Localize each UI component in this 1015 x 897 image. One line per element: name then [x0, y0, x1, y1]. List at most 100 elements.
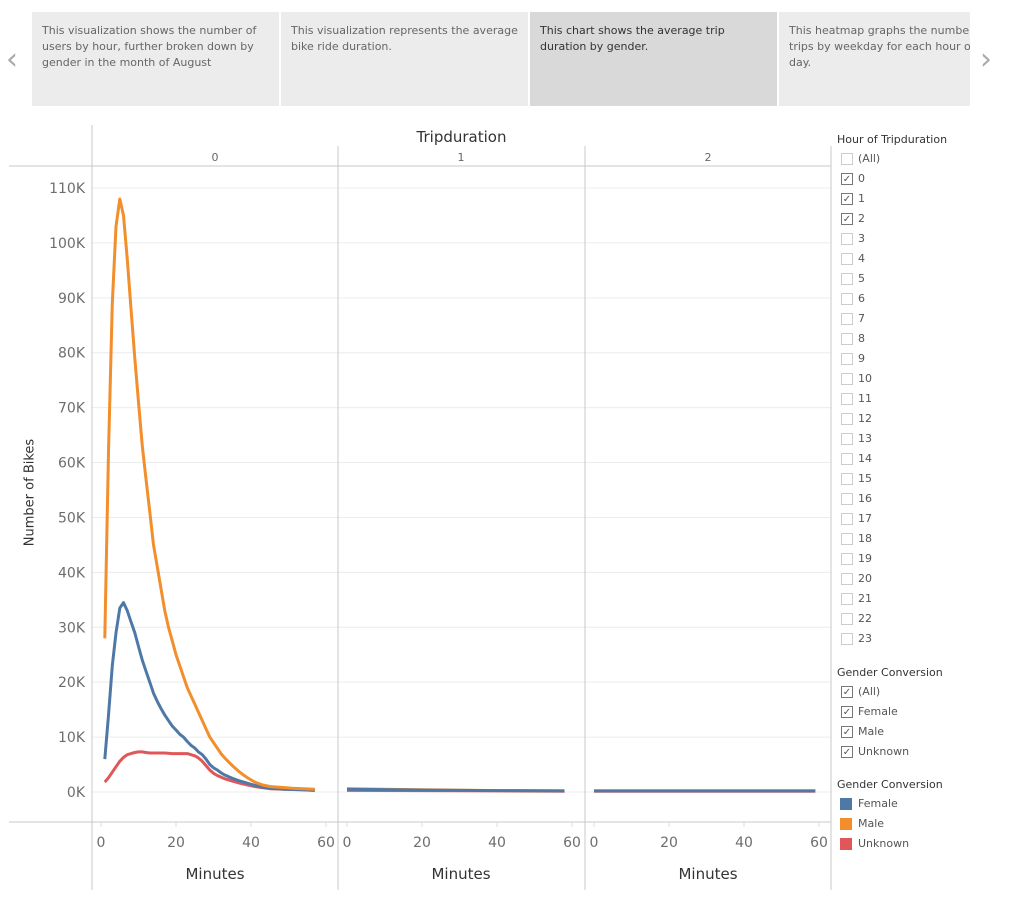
- hour-filter-item[interactable]: 8: [841, 332, 865, 346]
- y-tick-label: 0K: [67, 785, 86, 801]
- series-line-female-panel-1[interactable]: [346, 787, 565, 793]
- hour-filter-item[interactable]: 6: [841, 292, 865, 306]
- checkbox[interactable]: ✓: [841, 746, 853, 758]
- series-line-female-panel-0[interactable]: [103, 601, 315, 792]
- checkbox[interactable]: [841, 573, 853, 585]
- hour-filter-item[interactable]: ✓ 1: [841, 192, 865, 206]
- checkbox[interactable]: [841, 253, 853, 265]
- gender-filter-item[interactable]: ✓ Unknown: [841, 745, 909, 759]
- y-tick-label: 20K: [58, 675, 86, 691]
- hour-filter-item[interactable]: (All): [841, 152, 880, 166]
- hour-label: 3: [858, 232, 865, 245]
- hour-filter-item[interactable]: 15: [841, 472, 872, 486]
- checkbox[interactable]: [841, 233, 853, 245]
- x-tick-label: 0: [590, 835, 599, 851]
- hour-filter-item[interactable]: 19: [841, 552, 872, 566]
- hour-filter-item[interactable]: 7: [841, 312, 865, 326]
- checkbox[interactable]: ✓: [841, 173, 853, 185]
- hour-filter-item[interactable]: 18: [841, 532, 872, 546]
- gender-filter-item[interactable]: ✓ Female: [841, 705, 898, 719]
- hour-filter-item[interactable]: 10: [841, 372, 872, 386]
- checkbox[interactable]: [841, 333, 853, 345]
- hour-label: 6: [858, 292, 865, 305]
- checkbox[interactable]: ✓: [841, 193, 853, 205]
- story-point-4[interactable]: This heatmap graphs the number of trips …: [779, 12, 970, 106]
- y-tick-label: 80K: [58, 346, 86, 362]
- story-point-1[interactable]: This visualization shows the number of u…: [32, 12, 279, 106]
- hour-filter-title: Hour of Tripduration: [837, 133, 948, 146]
- story-point-3[interactable]: This chart shows the average trip durati…: [530, 12, 777, 106]
- checkbox[interactable]: ✓: [841, 726, 853, 738]
- checkbox[interactable]: [841, 493, 853, 505]
- chevron-right-icon[interactable]: ›: [980, 42, 992, 77]
- checkbox[interactable]: [841, 393, 853, 405]
- checkbox[interactable]: [841, 433, 853, 445]
- legend-label: Male: [858, 817, 885, 830]
- hour-filter-item[interactable]: 14: [841, 452, 872, 466]
- gender-label: Male: [858, 725, 885, 738]
- hour-filter-item[interactable]: 11: [841, 392, 872, 406]
- checkbox[interactable]: ✓: [841, 213, 853, 225]
- checkbox[interactable]: [841, 273, 853, 285]
- panel-label: 2: [705, 151, 712, 164]
- series-line-unknown-panel-0[interactable]: [103, 750, 315, 792]
- hour-label: 21: [858, 592, 872, 605]
- checkbox[interactable]: [841, 293, 853, 305]
- hour-filter-item[interactable]: ✓ 0: [841, 172, 865, 186]
- checkbox[interactable]: [841, 633, 853, 645]
- checkbox[interactable]: [841, 533, 853, 545]
- hour-label: 18: [858, 532, 872, 545]
- y-tick-label: 90K: [58, 291, 86, 307]
- checkbox[interactable]: ✓: [841, 686, 853, 698]
- y-tick-label: 60K: [58, 456, 86, 472]
- checkbox[interactable]: [841, 513, 853, 525]
- hour-label: 2: [858, 212, 865, 225]
- checkbox[interactable]: [841, 313, 853, 325]
- checkbox[interactable]: ✓: [841, 706, 853, 718]
- legend-item[interactable]: Female: [840, 797, 898, 811]
- hour-label: 13: [858, 432, 872, 445]
- hour-filter-item[interactable]: 17: [841, 512, 872, 526]
- hour-filter-item[interactable]: 22: [841, 612, 872, 626]
- legend-swatch: [840, 798, 852, 810]
- x-tick-label: 20: [413, 835, 431, 851]
- gender-label: Unknown: [858, 745, 910, 758]
- hour-filter-item[interactable]: 3: [841, 232, 865, 246]
- hour-filter-item[interactable]: 20: [841, 572, 872, 586]
- checkbox[interactable]: [841, 453, 853, 465]
- story-point-text: This heatmap graphs the number of trips …: [789, 24, 970, 69]
- hour-filter-item[interactable]: 12: [841, 412, 872, 426]
- hour-filter-item[interactable]: 21: [841, 592, 872, 606]
- x-axis-title: Minutes: [431, 865, 490, 883]
- x-axis-title: Minutes: [185, 865, 244, 883]
- panel-label: 1: [458, 151, 465, 164]
- hour-filter-item[interactable]: 5: [841, 272, 865, 286]
- hour-label: 15: [858, 472, 872, 485]
- hour-filter-item[interactable]: 4: [841, 252, 865, 266]
- gender-label: Female: [858, 705, 898, 718]
- x-tick-label: 40: [488, 835, 506, 851]
- checkbox[interactable]: [841, 553, 853, 565]
- checkbox[interactable]: [841, 153, 853, 165]
- hour-filter-item[interactable]: 9: [841, 352, 865, 366]
- chevron-left-icon[interactable]: ‹: [6, 42, 18, 77]
- hour-filter-item[interactable]: ✓ 2: [841, 212, 865, 226]
- story-point-2[interactable]: This visualization represents the averag…: [281, 12, 528, 106]
- y-tick-label: 70K: [58, 401, 86, 417]
- hour-filter-item[interactable]: 13: [841, 432, 872, 446]
- checkbox[interactable]: [841, 473, 853, 485]
- gender-filter-item[interactable]: ✓ (All): [841, 685, 880, 699]
- hour-filter-item[interactable]: 16: [841, 492, 872, 506]
- checkbox[interactable]: [841, 353, 853, 365]
- legend-item[interactable]: Male: [840, 817, 884, 831]
- series-line-male-panel-0[interactable]: [103, 197, 315, 791]
- legend-item[interactable]: Unknown: [840, 837, 909, 851]
- checkbox[interactable]: [841, 613, 853, 625]
- checkbox[interactable]: [841, 413, 853, 425]
- checkbox[interactable]: [841, 373, 853, 385]
- y-tick-label: 10K: [58, 730, 86, 746]
- hour-filter-item[interactable]: 23: [841, 632, 872, 646]
- x-tick-label: 20: [167, 835, 185, 851]
- gender-filter-item[interactable]: ✓ Male: [841, 725, 884, 739]
- checkbox[interactable]: [841, 593, 853, 605]
